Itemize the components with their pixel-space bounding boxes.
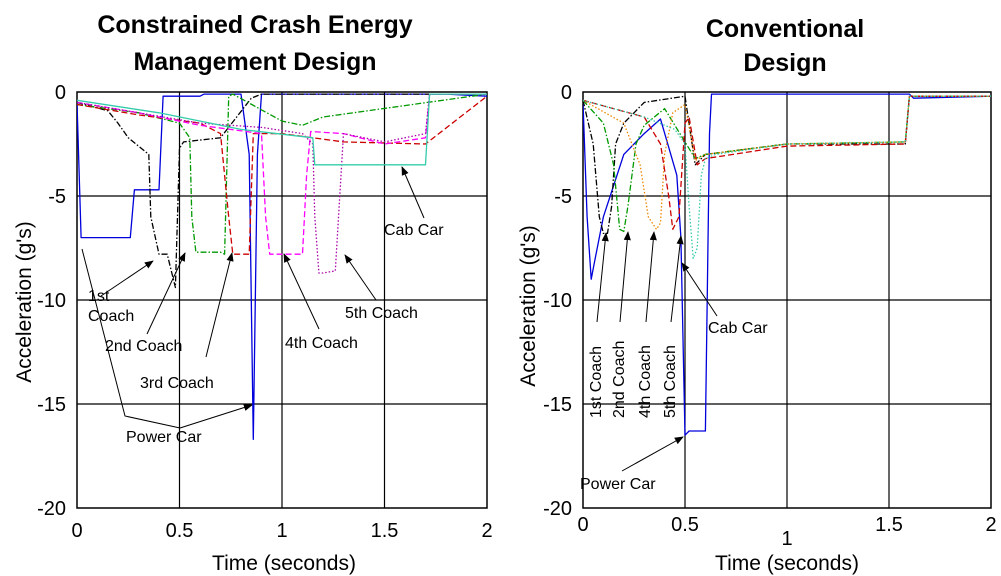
right-chart-annotation-arrow-1	[619, 231, 631, 323]
right-chart-x-tick-label-0: 0	[577, 514, 588, 536]
left-chart-series-cab-car	[77, 93, 487, 166]
right-chart-annotation-arrow-4	[621, 436, 684, 472]
left-chart-y-tick-label-2: -10	[37, 290, 66, 312]
left-chart-series-2nd-coach	[77, 93, 487, 255]
right-chart-y-axis-label: Acceleration (g's)	[517, 225, 540, 387]
right-chart: Conventional Design Acceleration (g's) T…	[517, 15, 997, 575]
right-chart-x-tick-label-2: 1	[781, 528, 792, 550]
left-chart-series-5th-coach	[77, 93, 487, 274]
left-chart-x-tick-label-1: 0.5	[166, 520, 194, 542]
left-chart-annotation-arrow-5	[179, 404, 253, 429]
left-chart-annotation-arrow-0	[100, 260, 154, 297]
left-chart-annotation-5th-coach: 5th Coach	[345, 305, 418, 322]
right-chart-annotation-4th-coach: 4th Coach	[637, 345, 654, 418]
left-chart-annotation-power-car: Power Car	[126, 429, 202, 446]
right-chart-series-1st-coach	[583, 95, 991, 235]
right-chart-y-tick-label-1: -5	[554, 186, 572, 208]
right-chart-series-4th-coach	[583, 95, 991, 230]
left-chart: Constrained Crash Energy Management Desi…	[13, 11, 493, 575]
right-chart-annotation-5th-coach: 5th Coach	[662, 345, 679, 418]
right-chart-y-tick-label-2: -10	[543, 290, 572, 312]
left-chart-annotation-arrow-3	[283, 253, 320, 330]
left-chart-y-axis-label: Acceleration (g's)	[13, 221, 36, 383]
right-chart-annotation-arrow-2	[645, 231, 657, 323]
right-chart-x-axis-label: Time (seconds)	[715, 552, 859, 575]
right-chart-x-tick-label-1: 0.5	[671, 514, 699, 536]
right-chart-annotation-arrow-3	[670, 235, 684, 323]
right-chart-annotation-arrow-0	[596, 232, 609, 323]
right-chart-title-line-2: Design	[743, 49, 826, 77]
right-chart-y-tick-label-4: -20	[543, 498, 572, 520]
right-chart-annotation-power-car: Power Car	[580, 476, 656, 493]
right-chart-title-line-1: Conventional	[706, 15, 864, 43]
right-chart-annotation-arrow-5	[681, 262, 718, 317]
left-chart-y-tick-label-4: -20	[37, 498, 66, 520]
left-chart-annotation-arrow-6	[401, 166, 425, 219]
left-chart-title-line-1: Constrained Crash Energy	[97, 11, 412, 39]
right-chart-y-tick-label-0: 0	[561, 82, 572, 104]
right-chart-y-tick-label-3: -15	[543, 394, 572, 416]
right-chart-x-tick-label-3: 1.5	[875, 514, 903, 536]
left-chart-annotation-arrow-4	[344, 254, 377, 301]
left-chart-series-3rd-coach	[77, 95, 487, 255]
left-chart-annotation-arrow-1	[146, 252, 186, 335]
left-chart-series-4th-coach	[77, 93, 487, 255]
left-chart-x-tick-label-2: 1	[276, 520, 287, 542]
right-chart-x-tick-label-4: 2	[985, 514, 996, 536]
left-chart-annotation-3rd-coach: 3rd Coach	[140, 375, 214, 392]
left-chart-x-tick-label-3: 1.5	[371, 520, 399, 542]
left-chart-annotation-4th-coach: 4th Coach	[285, 335, 358, 352]
right-chart-annotation-2nd-coach: 2nd Coach	[611, 341, 628, 418]
right-chart-annotation-cab-car: Cab Car	[708, 320, 768, 337]
left-chart-y-tick-label-0: 0	[55, 82, 66, 104]
left-chart-annotation-cab-car: Cab Car	[384, 222, 444, 239]
right-chart-series-power-car	[583, 93, 991, 436]
left-chart-series-1st-coach	[77, 93, 487, 289]
left-chart-y-tick-label-3: -15	[37, 394, 66, 416]
left-chart-annotation-2nd-coach: 2nd Coach	[105, 338, 182, 355]
left-chart-annotation-leader-5	[81, 248, 181, 429]
left-chart-title-line-2: Management Design	[133, 48, 376, 76]
left-chart-annotation-arrow-2	[205, 252, 234, 358]
right-chart-series-cab-car	[583, 95, 991, 260]
left-chart-x-tick-label-4: 2	[481, 520, 492, 542]
right-chart-series-5th-coach	[583, 95, 991, 230]
left-chart-x-axis-label: Time (seconds)	[212, 552, 356, 575]
left-chart-x-tick-label-0: 0	[71, 520, 82, 542]
right-chart-annotation-1st-coach: 1st Coach	[588, 346, 605, 418]
left-chart-y-tick-label-1: -5	[48, 186, 66, 208]
